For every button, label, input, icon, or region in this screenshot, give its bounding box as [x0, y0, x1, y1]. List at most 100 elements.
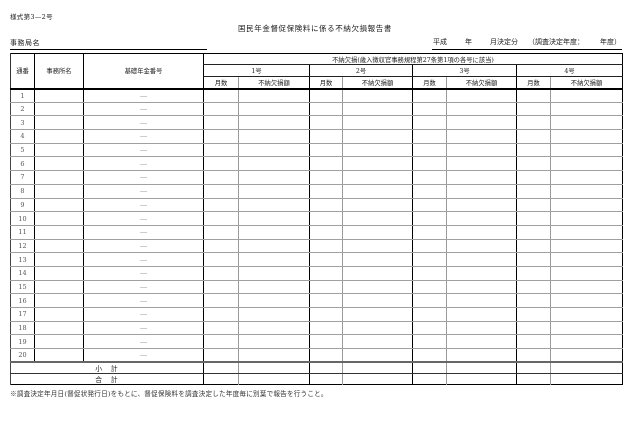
total-months-cell — [412, 373, 447, 385]
amount-cell-2 — [342, 129, 413, 144]
amount-cell-1 — [238, 211, 310, 226]
months-cell-1 — [203, 225, 239, 240]
row-number-cell: 3 — [10, 115, 35, 131]
amount-cell-1 — [238, 102, 310, 117]
footer-note: ※調査決定年月日(督促状発行日)をもとに、督促保険料を調査決定した年度毎に別葉で… — [10, 390, 328, 398]
months-cell-3 — [412, 348, 447, 363]
amount-cell-4 — [549, 321, 623, 336]
row-number-cell: 17 — [10, 307, 35, 322]
amount-cell-4 — [549, 225, 623, 240]
office-name-cell — [34, 129, 84, 144]
months-cell-4 — [516, 143, 551, 158]
months-cell-2 — [309, 129, 343, 144]
months-cell-1 — [203, 266, 239, 281]
months-cell-2 — [309, 293, 343, 308]
amount-cell-2 — [342, 280, 413, 295]
pension-number-cell: ― — [83, 129, 204, 144]
months-cell-3 — [412, 143, 447, 158]
months-cell-4 — [516, 293, 551, 308]
office-name-cell — [34, 156, 84, 172]
row-number-cell: 4 — [10, 129, 35, 144]
months-cell-4 — [516, 225, 551, 240]
amount-cell-2 — [342, 184, 413, 199]
amount-cell-3 — [446, 239, 517, 254]
months-cell-2 — [309, 307, 343, 322]
months-cell-2 — [309, 280, 343, 295]
months-cell-4 — [516, 184, 551, 199]
pension-number-cell: ― — [83, 198, 204, 213]
months-cell-2 — [309, 170, 343, 185]
amount-cell-1 — [238, 307, 310, 322]
amount-cell-1 — [238, 348, 310, 363]
row-number-cell: 13 — [10, 252, 35, 267]
months-cell-4 — [516, 170, 551, 185]
table-row: 3 ― — [10, 115, 623, 131]
amount-cell-1 — [238, 280, 310, 295]
survey-year-close-label: 年度） — [600, 38, 621, 46]
months-cell-3 — [412, 115, 447, 131]
months-cell-1 — [203, 184, 239, 199]
subtotal-months-cell — [412, 361, 447, 375]
months-cell-1 — [203, 280, 239, 295]
amount-cell-3 — [446, 211, 517, 226]
subtotal-amount-cell — [238, 361, 310, 375]
pension-number-cell: ― — [83, 225, 204, 240]
total-months-cell — [516, 373, 551, 385]
table-row: 12 ― — [10, 239, 623, 254]
months-cell-3 — [412, 252, 447, 267]
amount-cell-4 — [549, 198, 623, 213]
months-cell-1 — [203, 170, 239, 185]
months-cell-2 — [309, 156, 343, 172]
amount-cell-1 — [238, 266, 310, 281]
amount-cell-1 — [238, 156, 310, 172]
table-row: 19 ― — [10, 334, 623, 350]
amount-cell-1 — [238, 129, 310, 144]
amount-cell-4 — [549, 280, 623, 295]
row-number-cell: 7 — [10, 170, 35, 185]
form-number: 様式第3—2号 — [10, 13, 53, 21]
col-header-months-4: 月数 — [516, 76, 551, 90]
amount-cell-4 — [549, 115, 623, 131]
office-name-cell — [34, 266, 84, 281]
amount-cell-2 — [342, 307, 413, 322]
months-cell-1 — [203, 143, 239, 158]
col-header-serial: 通番 — [10, 53, 35, 90]
amount-cell-3 — [446, 143, 517, 158]
months-cell-1 — [203, 156, 239, 172]
months-cell-1 — [203, 348, 239, 363]
pension-number-cell: ― — [83, 293, 204, 308]
amount-cell-2 — [342, 170, 413, 185]
row-number-cell: 11 — [10, 225, 35, 240]
amount-cell-4 — [549, 334, 623, 350]
decision-date-line: 平成 年 月決定分 （調査決定年度： 年度） — [432, 37, 622, 50]
table-row: 7 ― — [10, 170, 623, 185]
year-label: 年 — [465, 38, 472, 46]
amount-cell-4 — [549, 88, 623, 103]
pension-number-cell: ― — [83, 143, 204, 158]
months-cell-3 — [412, 129, 447, 144]
months-cell-3 — [412, 102, 447, 117]
total-amount-cell — [238, 373, 310, 385]
pension-number-cell: ― — [83, 156, 204, 172]
amount-cell-3 — [446, 307, 517, 322]
pension-number-cell: ― — [83, 348, 204, 363]
months-cell-2 — [309, 102, 343, 117]
months-cell-4 — [516, 252, 551, 267]
amount-cell-1 — [238, 252, 310, 267]
amount-cell-4 — [549, 252, 623, 267]
months-cell-1 — [203, 102, 239, 117]
amount-cell-2 — [342, 198, 413, 213]
amount-cell-1 — [238, 239, 310, 254]
months-cell-4 — [516, 115, 551, 131]
table-row: 15 ― — [10, 280, 623, 295]
months-cell-3 — [412, 307, 447, 322]
total-amount-cell — [342, 373, 413, 385]
months-cell-3 — [412, 334, 447, 350]
amount-cell-4 — [549, 348, 623, 363]
amount-cell-1 — [238, 198, 310, 213]
months-cell-1 — [203, 198, 239, 213]
amount-cell-2 — [342, 88, 413, 103]
row-number-cell: 5 — [10, 143, 35, 158]
months-cell-3 — [412, 225, 447, 240]
subtotal-amount-cell — [549, 361, 623, 375]
